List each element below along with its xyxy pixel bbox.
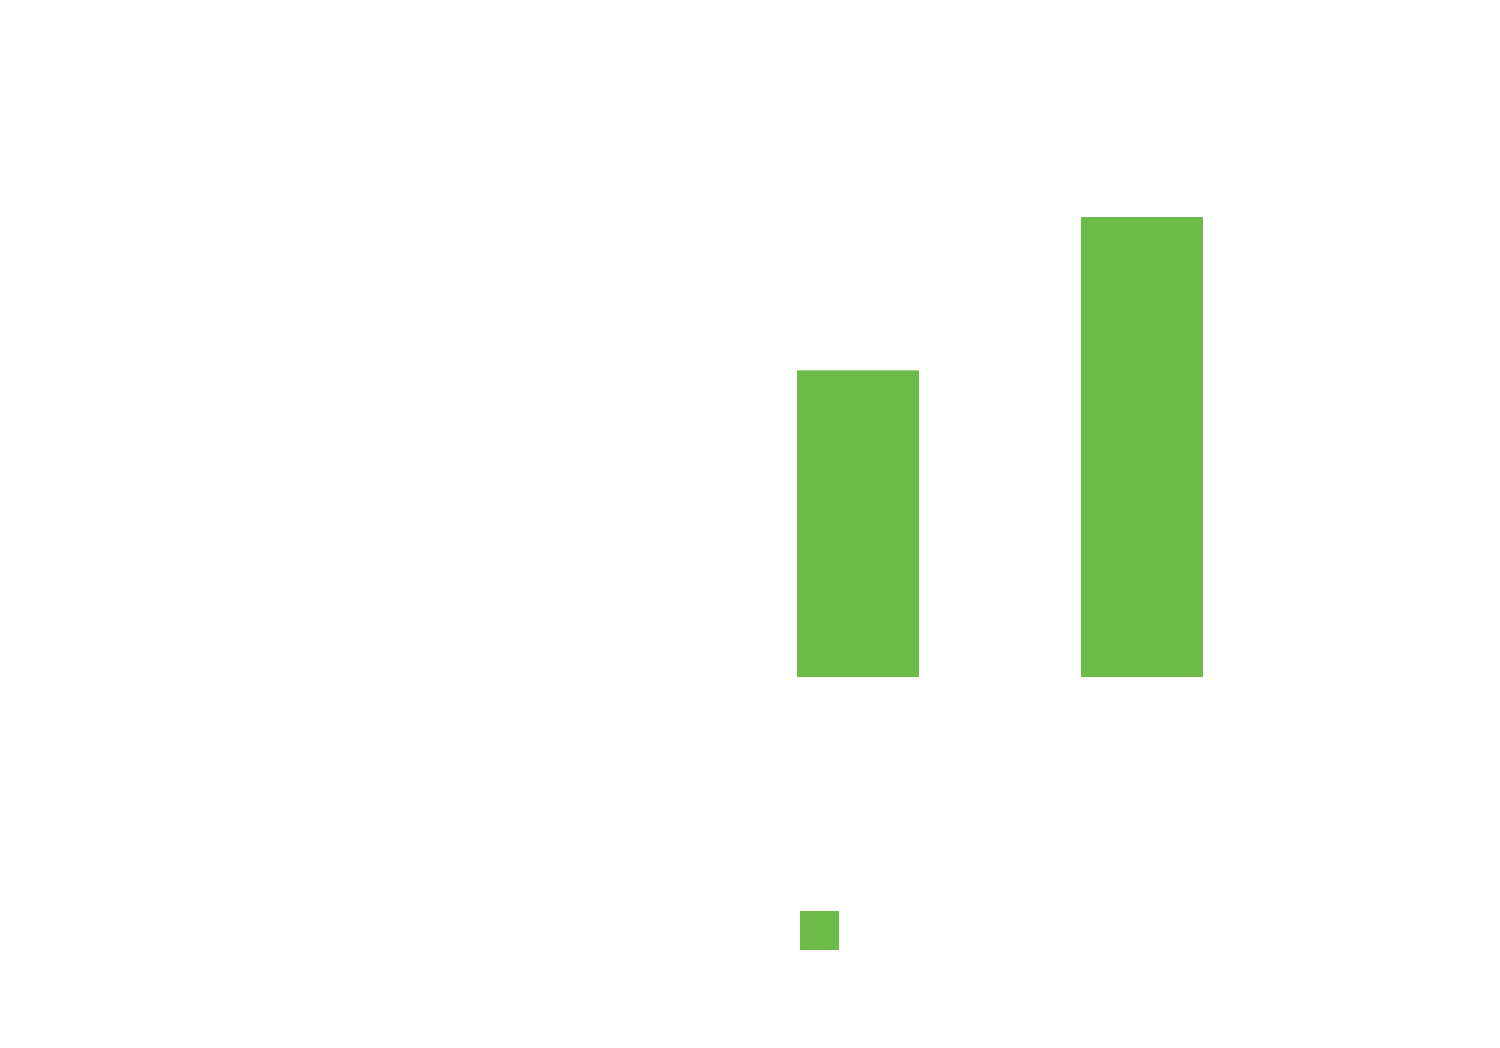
bar-2: [1081, 217, 1203, 677]
bar-1: [797, 370, 919, 677]
chart-legend: [800, 911, 851, 950]
legend-swatch: [800, 911, 839, 950]
